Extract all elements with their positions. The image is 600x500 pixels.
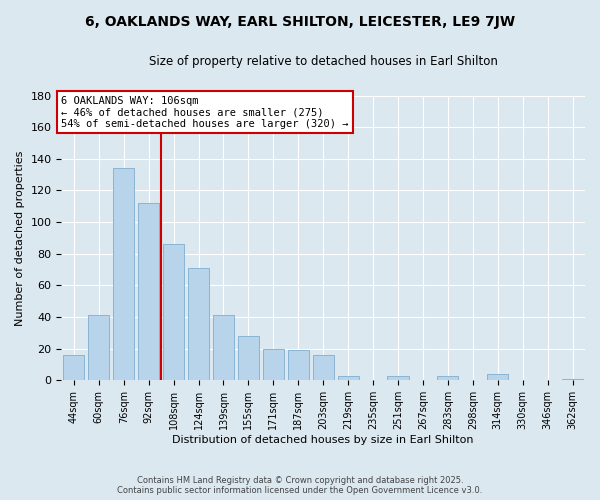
Bar	[238, 336, 259, 380]
Bar	[88, 316, 109, 380]
Bar	[487, 374, 508, 380]
Bar	[313, 355, 334, 380]
Bar	[63, 355, 85, 380]
Bar	[213, 316, 234, 380]
Bar	[138, 203, 159, 380]
Bar	[188, 268, 209, 380]
Text: 6 OAKLANDS WAY: 106sqm
← 46% of detached houses are smaller (275)
54% of semi-de: 6 OAKLANDS WAY: 106sqm ← 46% of detached…	[61, 96, 349, 129]
Title: Size of property relative to detached houses in Earl Shilton: Size of property relative to detached ho…	[149, 55, 497, 68]
Y-axis label: Number of detached properties: Number of detached properties	[15, 150, 25, 326]
Bar	[562, 379, 583, 380]
Bar	[388, 376, 409, 380]
Bar	[437, 376, 458, 380]
Bar	[338, 376, 359, 380]
Text: Contains HM Land Registry data © Crown copyright and database right 2025.
Contai: Contains HM Land Registry data © Crown c…	[118, 476, 482, 495]
Bar	[113, 168, 134, 380]
X-axis label: Distribution of detached houses by size in Earl Shilton: Distribution of detached houses by size …	[172, 435, 474, 445]
Bar	[163, 244, 184, 380]
Bar	[287, 350, 309, 380]
Bar	[263, 348, 284, 380]
Text: 6, OAKLANDS WAY, EARL SHILTON, LEICESTER, LE9 7JW: 6, OAKLANDS WAY, EARL SHILTON, LEICESTER…	[85, 15, 515, 29]
